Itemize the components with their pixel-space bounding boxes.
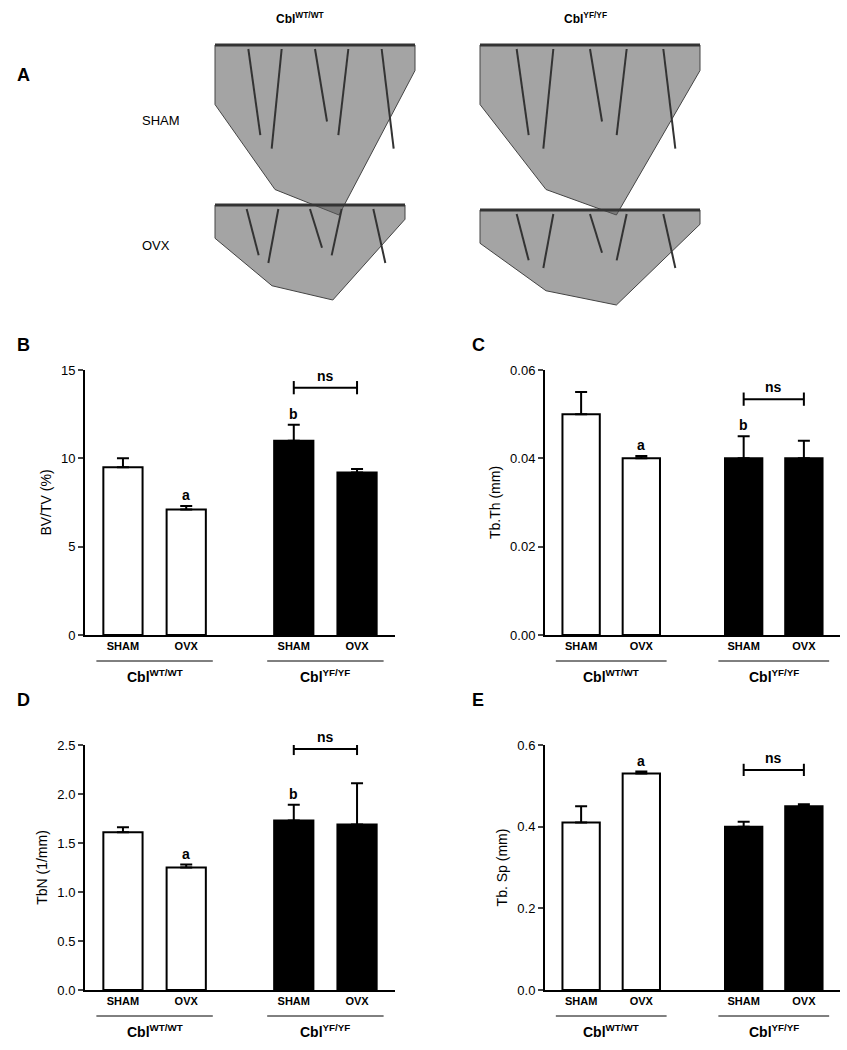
svg-text:D: D	[17, 690, 30, 710]
svg-text:SHAM: SHAM	[278, 640, 310, 652]
svg-text:0.00: 0.00	[510, 628, 535, 643]
svg-text:a: a	[637, 437, 645, 453]
svg-text:Tb.Th (mm): Tb.Th (mm)	[487, 466, 503, 539]
svg-text:SHAM: SHAM	[727, 995, 759, 1007]
svg-text:0.06: 0.06	[510, 363, 535, 378]
svg-text:b: b	[289, 786, 298, 802]
svg-text:1.5: 1.5	[57, 836, 75, 851]
svg-text:ns: ns	[765, 750, 782, 766]
svg-text:Cbl​YF/YF​: Cbl​YF/YF​	[564, 10, 607, 26]
svg-text:Cbl​WT/WT​: Cbl​WT/WT​	[127, 1022, 183, 1040]
svg-text:SHAM: SHAM	[142, 113, 180, 128]
svg-text:OVX: OVX	[345, 995, 369, 1007]
svg-text:SHAM: SHAM	[565, 995, 597, 1007]
svg-text:SHAM: SHAM	[565, 640, 597, 652]
svg-text:0.0: 0.0	[517, 983, 535, 998]
svg-text:ns: ns	[317, 729, 334, 745]
svg-text:Cbl​YF/YF​: Cbl​YF/YF​	[749, 667, 799, 685]
svg-text:SHAM: SHAM	[278, 995, 310, 1007]
svg-text:SHAM: SHAM	[107, 995, 139, 1007]
svg-text:OVX: OVX	[630, 640, 654, 652]
svg-text:5: 5	[68, 539, 75, 554]
svg-text:E: E	[472, 690, 484, 710]
svg-text:a: a	[637, 753, 645, 769]
svg-text:10: 10	[61, 451, 75, 466]
svg-text:Cbl​WT/WT​: Cbl​WT/WT​	[583, 1022, 639, 1040]
svg-text:C: C	[472, 335, 485, 355]
svg-text:OVX: OVX	[175, 640, 199, 652]
svg-text:A: A	[17, 65, 30, 85]
svg-text:OVX: OVX	[630, 995, 654, 1007]
svg-text:1.0: 1.0	[57, 885, 75, 900]
svg-text:OVX: OVX	[345, 640, 369, 652]
svg-text:OVX: OVX	[175, 995, 199, 1007]
svg-text:Cbl​YF/YF​: Cbl​YF/YF​	[749, 1022, 799, 1040]
svg-text:B: B	[17, 335, 30, 355]
svg-text:OVX: OVX	[142, 238, 170, 253]
svg-text:Cbl​YF/YF​: Cbl​YF/YF​	[300, 1022, 350, 1040]
svg-text:2.0: 2.0	[57, 787, 75, 802]
svg-text:ns: ns	[317, 368, 334, 384]
svg-text:a: a	[182, 487, 190, 503]
svg-text:OVX: OVX	[792, 640, 816, 652]
svg-text:b: b	[289, 406, 298, 422]
svg-text:0.5: 0.5	[57, 934, 75, 949]
svg-text:BV/TV (%): BV/TV (%)	[38, 469, 54, 535]
svg-text:0.4: 0.4	[517, 819, 535, 834]
svg-text:TbN (1/mm): TbN (1/mm)	[34, 830, 50, 905]
svg-text:SHAM: SHAM	[727, 640, 759, 652]
svg-text:15: 15	[61, 363, 75, 378]
svg-text:0: 0	[68, 628, 75, 643]
svg-text:0.0: 0.0	[57, 983, 75, 998]
svg-text:Tb. Sp (mm): Tb. Sp (mm)	[494, 829, 510, 907]
svg-text:OVX: OVX	[792, 995, 816, 1007]
svg-text:Cbl​WT/WT​: Cbl​WT/WT​	[583, 667, 639, 685]
svg-text:0.2: 0.2	[517, 901, 535, 916]
svg-text:b: b	[739, 417, 748, 433]
svg-text:Cbl​WT/WT​: Cbl​WT/WT​	[127, 667, 183, 685]
svg-text:0.02: 0.02	[510, 539, 535, 554]
svg-text:SHAM: SHAM	[107, 640, 139, 652]
svg-text:2.5: 2.5	[57, 738, 75, 753]
svg-text:Cbl​WT/WT​: Cbl​WT/WT​	[276, 10, 325, 26]
svg-text:Cbl​YF/YF​: Cbl​YF/YF​	[300, 667, 350, 685]
svg-text:a: a	[182, 846, 190, 862]
svg-text:0.6: 0.6	[517, 738, 535, 753]
svg-text:ns: ns	[765, 379, 782, 395]
svg-text:0.04: 0.04	[510, 451, 535, 466]
